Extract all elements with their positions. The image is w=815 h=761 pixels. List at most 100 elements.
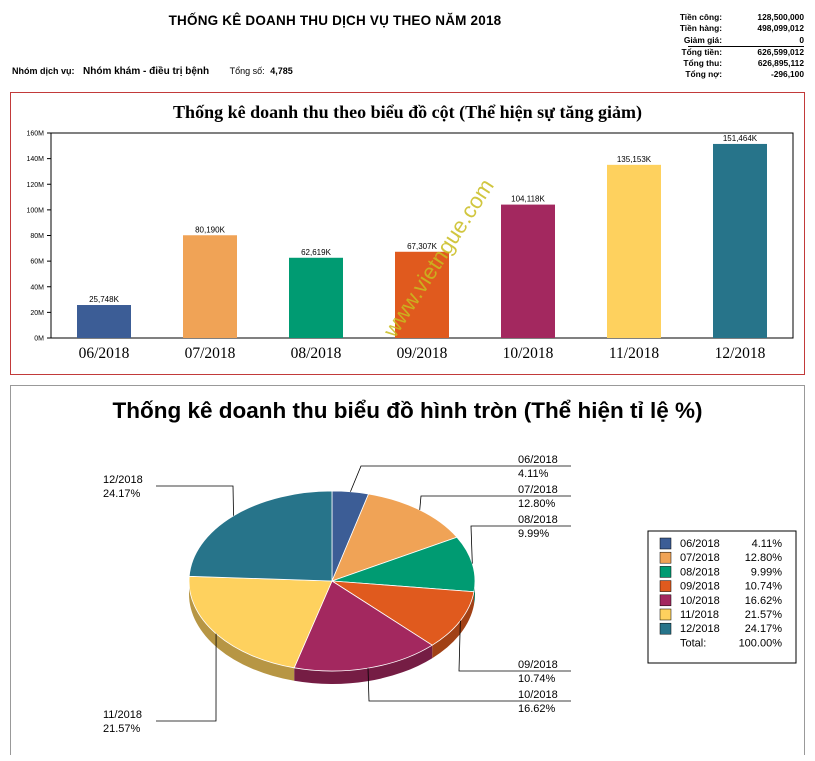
y-tick-label: 20M xyxy=(30,310,44,317)
pie-slice-10/2018 xyxy=(293,580,433,672)
legend-total-label: Total: xyxy=(680,637,706,649)
service-group-value: Nhóm khám - điều trị bệnh xyxy=(83,66,210,77)
bar-chart-panel: 0M 20M 40M 60M 80M 100M 120M 140M 160M 25,748K 06/… xyxy=(10,92,805,375)
summary-row: Giảm giá: 0 xyxy=(644,35,804,46)
pie-chart-title: Thống kê doanh thu biểu đồ hình tròn (Th… xyxy=(112,398,703,423)
pie-callout-line xyxy=(470,525,571,564)
pie-callout-value: 12.80% xyxy=(518,498,556,510)
legend-label: 10/2018 xyxy=(680,595,720,607)
summary-divider xyxy=(688,45,804,47)
bar-09/2018 xyxy=(395,251,449,338)
bar-value-label: 151,464K xyxy=(723,134,758,143)
bar-chart-title: Thống kê doanh thu theo biểu đồ cột (Thể… xyxy=(173,102,642,122)
legend-value: 12.80% xyxy=(745,552,783,564)
y-tick-label: 100M xyxy=(26,207,44,214)
bar-value-label: 135,153K xyxy=(617,155,652,164)
bar-value-label: 62,619K xyxy=(301,248,331,257)
legend-swatch-08/2018 xyxy=(659,566,672,578)
y-tick-label: 160M xyxy=(26,131,44,138)
pie-callout-label: 12/2018 xyxy=(103,474,143,486)
legend-value: 21.57% xyxy=(745,609,783,621)
legend-label: 08/2018 xyxy=(680,566,720,578)
x-tick-label: 11/2018 xyxy=(609,345,659,362)
x-tick-label: 06/2018 xyxy=(79,345,130,362)
pie-callout-line xyxy=(350,465,571,492)
pie-slice-12/2018 xyxy=(188,490,333,582)
summary-value: 498,099,012 xyxy=(757,23,804,34)
summary-row: Tổng thu: 626,895,112 xyxy=(644,58,804,69)
legend-swatch-11/2018 xyxy=(659,608,672,621)
pie-side-11/2018 xyxy=(189,581,295,681)
y-tick-label: 0M xyxy=(34,336,44,343)
bar-07/2018 xyxy=(183,235,237,338)
legend-value: 24.17% xyxy=(745,623,783,635)
pie-callout-value: 4.11% xyxy=(518,468,549,480)
pie-callout-value: 24.17% xyxy=(103,488,141,500)
summary-label: Tổng nợ: xyxy=(685,69,722,80)
summary-row: Tổng tiền: 626,599,012 xyxy=(644,47,804,58)
summary-value: 626,599,012 xyxy=(757,46,804,57)
legend-swatch-06/2018 xyxy=(659,537,672,550)
service-group-line: Nhóm dịch vụ: Nhóm khám - điều trị bệnh … xyxy=(12,66,293,77)
legend-value: 9.99% xyxy=(751,566,782,578)
pie-callout-line xyxy=(156,485,234,516)
summary-row: Tiền công: 128,500,000 xyxy=(644,12,804,23)
summary-label: Tổng thu: xyxy=(683,58,722,69)
bar-06/2018 xyxy=(77,305,131,338)
legend-swatch-12/2018 xyxy=(659,622,672,635)
summary-label: Tiền hàng: xyxy=(679,23,722,34)
report-title: THỐNG KÊ DOANH THU DỊCH VỤ THEO NĂM 2018 xyxy=(168,13,502,28)
pie-callout-value: 9.99% xyxy=(518,528,549,540)
summary-value: 128,500,000 xyxy=(757,12,804,22)
pie-legend-box xyxy=(647,530,797,664)
total-count-label: Tổng số: xyxy=(229,66,265,76)
summary-label: Tiền công: xyxy=(679,12,722,22)
x-tick-label: 08/2018 xyxy=(291,345,342,362)
legend-total-value: 100.00% xyxy=(739,637,783,649)
pie-callout-label: 06/2018 xyxy=(518,454,558,466)
bar-chart: 0M 20M 40M 60M 80M 100M 120M 140M 160M 25,748K 06/… xyxy=(26,131,794,362)
bar-08/2018 xyxy=(289,257,343,338)
bar-value-label: 80,190K xyxy=(195,225,225,234)
pie-callout-label: 09/2018 xyxy=(518,659,558,671)
pie-callout-label: 10/2018 xyxy=(518,689,558,701)
pie-callout-value: 10.74% xyxy=(518,673,556,685)
legend-swatch-10/2018 xyxy=(659,594,672,607)
summary-table: Tiền công: 128,500,000 Tiền hàng: 498,099,… xyxy=(644,12,804,81)
pie-chart: 06/2018 4.11% 07/2018 12.80% 08/2018 9.99% 09/… xyxy=(103,454,797,735)
legend-value: 4.11% xyxy=(752,538,783,550)
summary-row: Tiền hàng: 498,099,012 xyxy=(644,23,804,34)
summary-value: 0 xyxy=(799,34,804,45)
bar-12/2018 xyxy=(713,143,767,338)
legend-label: 09/2018 xyxy=(680,581,720,593)
pie-callout-line xyxy=(156,633,217,722)
y-tick-label: 40M xyxy=(30,284,44,291)
summary-value: 626,895,112 xyxy=(757,58,804,69)
pie-callout-value: 21.57% xyxy=(103,723,141,735)
legend-swatch-07/2018 xyxy=(659,551,672,564)
x-tick-label: 12/2018 xyxy=(715,345,766,362)
pie-callout-line xyxy=(419,495,571,510)
pie-callout-line xyxy=(458,620,571,672)
legend-label: 12/2018 xyxy=(680,623,720,635)
summary-value: -296,100 xyxy=(770,69,804,80)
pie-callout-label: 07/2018 xyxy=(518,484,558,496)
pie-callout-line xyxy=(367,668,571,702)
summary-label: Giảm giá: xyxy=(683,34,722,45)
legend-value: 16.62% xyxy=(745,595,783,607)
legend-value: 10.74% xyxy=(745,581,783,593)
bar-value-label: 25,748K xyxy=(89,295,119,304)
y-tick-label: 120M xyxy=(26,182,44,189)
x-tick-label: 10/2018 xyxy=(503,345,554,362)
pie-chart-panel: 06/2018 4.11% 07/2018 12.80% 08/2018 9.99% 09/… xyxy=(10,385,805,755)
summary-row: Tổng nợ: -296,100 xyxy=(644,69,804,80)
pie-slice-08/2018 xyxy=(331,536,476,593)
y-tick-label: 60M xyxy=(30,259,44,266)
pie-callout-label: 08/2018 xyxy=(518,514,558,526)
pie-callout-value: 16.62% xyxy=(518,703,556,715)
legend-label: 07/2018 xyxy=(680,552,720,564)
pie-side-09/2018 xyxy=(432,591,474,659)
bar-10/2018 xyxy=(501,204,555,338)
legend-label: 11/2018 xyxy=(680,609,719,621)
x-tick-label: 09/2018 xyxy=(397,345,448,362)
